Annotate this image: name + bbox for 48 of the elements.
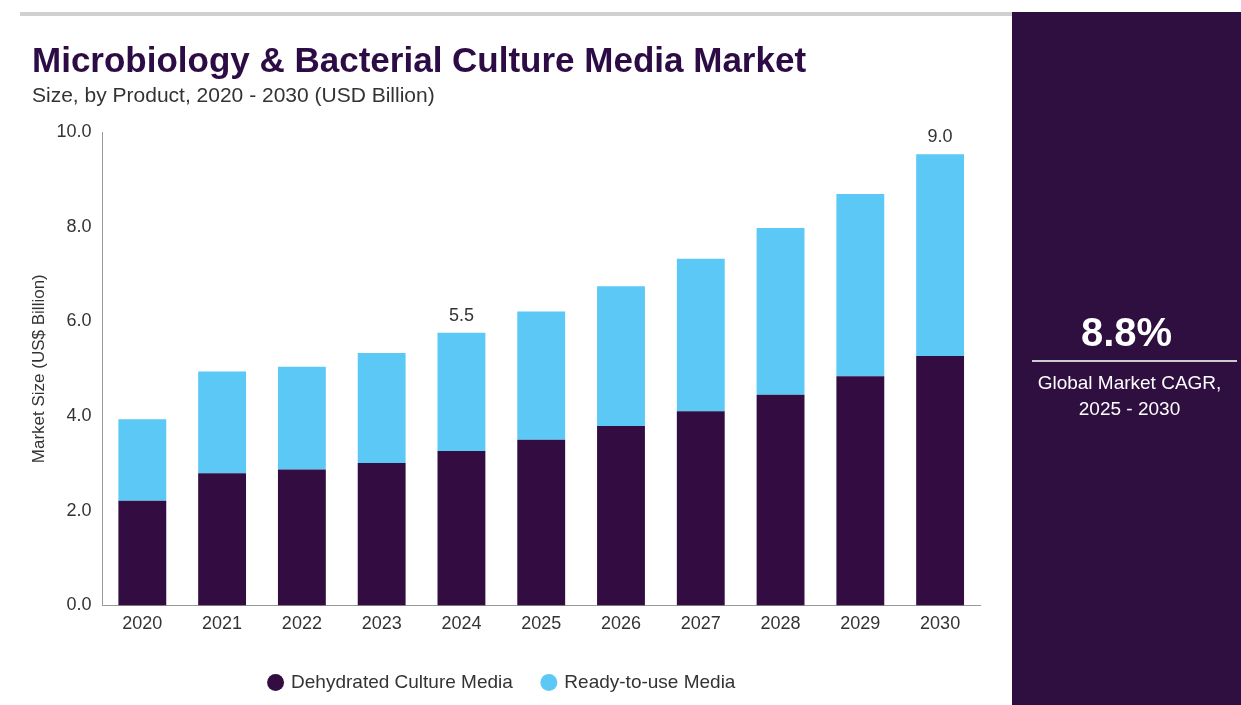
bar — [916, 355, 965, 606]
x-tick-label: 2024 — [441, 613, 482, 634]
bar — [437, 451, 486, 606]
y-tick-label: 0.0 — [66, 594, 92, 615]
y-axis-title: Market Size (US$ Billion) — [28, 274, 48, 464]
bar — [676, 258, 725, 412]
bar — [756, 228, 805, 395]
x-tick-label: 2020 — [122, 613, 163, 634]
bar — [437, 332, 486, 452]
bar — [756, 394, 805, 606]
bar — [357, 462, 406, 606]
bar — [118, 419, 167, 501]
x-tick-label: 2030 — [920, 613, 961, 634]
y-tick-label: 6.0 — [66, 310, 92, 331]
x-tick-label: 2021 — [202, 613, 243, 634]
legend-label: Dehydrated Culture Media — [291, 670, 514, 692]
annotation: 5.5 — [448, 304, 474, 325]
x-tick-label: 2026 — [600, 613, 642, 634]
chart-title: Microbiology & Bacterial Culture Media Market — [32, 40, 807, 80]
y-tick-label: 10.0 — [56, 120, 92, 141]
x-tick-label: 2025 — [521, 613, 562, 634]
bar — [198, 473, 247, 606]
bar — [198, 371, 247, 474]
bar — [836, 376, 885, 606]
x-tick-label: 2022 — [281, 613, 322, 634]
bar — [517, 439, 566, 606]
x-tick-label: 2027 — [680, 613, 721, 634]
text: 8.8% — [1079, 310, 1174, 355]
bar — [277, 469, 326, 606]
x-tick-label: 2029 — [840, 613, 881, 634]
bar — [597, 286, 645, 426]
legend-label: Ready-to-use Media — [564, 670, 736, 692]
bar — [277, 366, 326, 470]
y-tick-label: 8.0 — [66, 215, 92, 236]
y-tick-label: 4.0 — [66, 405, 92, 426]
bar — [118, 500, 167, 606]
annotation: 9.0 — [927, 126, 953, 147]
x-tick-label: 2028 — [760, 613, 801, 634]
x-tick-label: 2023 — [361, 613, 402, 634]
text: Global Market CAGR, 2025 - 2030 — [1036, 371, 1223, 421]
bar — [597, 425, 645, 606]
chart-subtitle: Size, by Product, 2020 - 2030 (USD Billion) — [32, 83, 435, 107]
bar — [357, 353, 406, 463]
bar — [517, 311, 566, 440]
y-tick-label: 2.0 — [66, 499, 92, 520]
bar — [836, 194, 885, 377]
bar — [916, 154, 965, 356]
bar — [676, 411, 725, 606]
